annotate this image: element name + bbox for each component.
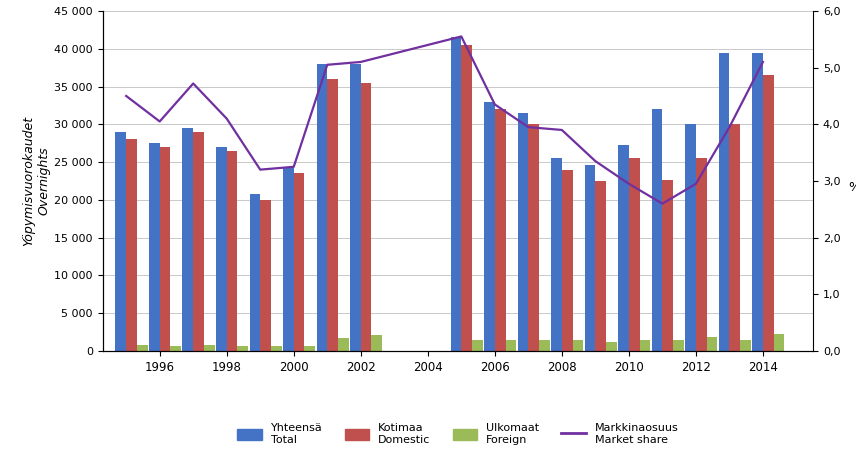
Y-axis label: Yöpymisvuorokaudet
Overnights: Yöpymisvuorokaudet Overnights	[22, 116, 51, 246]
Bar	[506, 340, 516, 351]
Bar	[193, 132, 204, 351]
Bar	[182, 128, 193, 351]
Bar	[204, 345, 215, 351]
Bar	[450, 37, 461, 351]
Bar	[170, 346, 181, 351]
Bar	[752, 53, 763, 351]
Bar	[149, 143, 160, 351]
Bar	[551, 158, 562, 351]
Bar	[518, 113, 528, 351]
Bar	[237, 346, 248, 351]
Bar	[651, 109, 663, 351]
Bar	[639, 340, 651, 351]
Bar	[629, 158, 639, 351]
Bar	[596, 181, 606, 351]
Bar	[461, 45, 472, 351]
Bar	[707, 338, 717, 351]
Bar	[338, 338, 348, 351]
Bar	[673, 340, 684, 351]
Y-axis label: %: %	[848, 181, 856, 194]
Bar	[573, 340, 583, 351]
Bar	[528, 124, 539, 351]
Bar	[606, 342, 617, 351]
Bar	[137, 345, 147, 351]
Bar	[774, 334, 784, 351]
Bar	[618, 145, 629, 351]
Bar	[360, 83, 372, 351]
Bar	[495, 109, 506, 351]
Bar	[685, 124, 696, 351]
Bar	[260, 200, 271, 351]
Bar	[249, 194, 260, 351]
Bar	[227, 151, 237, 351]
Bar	[327, 79, 338, 351]
Bar	[472, 340, 483, 351]
Bar	[562, 170, 573, 351]
Bar	[271, 346, 282, 351]
Bar	[729, 124, 740, 351]
Bar	[283, 168, 294, 351]
Bar	[372, 335, 383, 351]
Bar	[305, 346, 315, 351]
Bar	[719, 53, 729, 351]
Bar	[160, 147, 170, 351]
Bar	[585, 165, 596, 351]
Bar	[317, 64, 327, 351]
Bar	[539, 340, 550, 351]
Bar	[696, 158, 707, 351]
Bar	[116, 132, 126, 351]
Bar	[216, 147, 227, 351]
Bar	[294, 173, 305, 351]
Bar	[350, 64, 360, 351]
Bar	[763, 75, 774, 351]
Legend: Yhteensä
Total, Kotimaa
Domestic, Ulkomaat
Foreign, Markkinaosuus
Market share: Yhteensä Total, Kotimaa Domestic, Ulkoma…	[232, 418, 684, 450]
Bar	[126, 139, 137, 351]
Bar	[663, 180, 673, 351]
Bar	[484, 102, 495, 351]
Bar	[740, 340, 751, 351]
